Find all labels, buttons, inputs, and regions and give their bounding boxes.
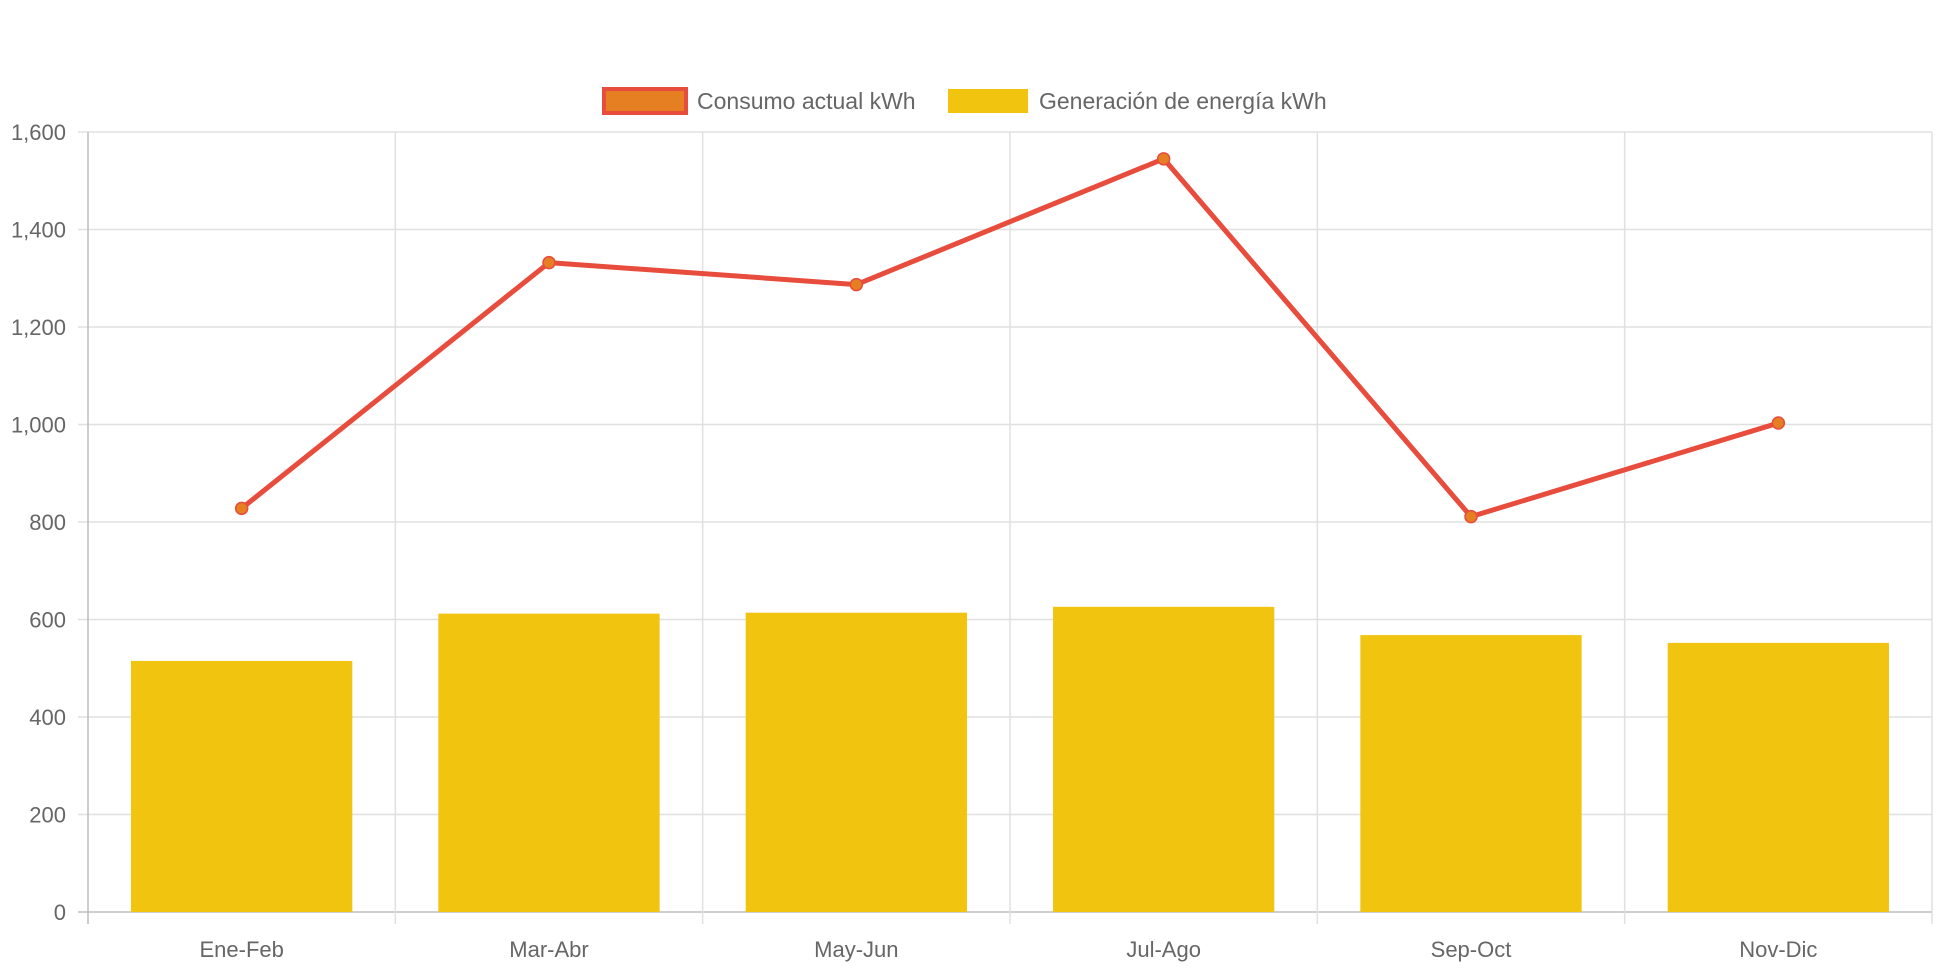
legend-label-generacion: Generación de energía kWh [1039,88,1327,114]
legend: Consumo actual kWh Generación de energía … [602,87,1327,115]
y-tick-label: 1,600 [11,120,66,145]
line-point-sep-oct[interactable] [1464,509,1478,524]
y-tick-label: 1,000 [11,413,66,438]
y-tick-label: 1,400 [11,218,66,243]
line-series [234,152,1786,524]
bar-ene-feb[interactable] [131,660,353,912]
x-tick-label: Mar-Abr [509,937,588,962]
line-point-nov-dic[interactable] [1771,416,1786,430]
bar-nov-dic[interactable] [1667,642,1889,912]
chart-grid [78,131,1933,924]
y-axis: 0 200 400 600 800 1,000 1,200 1,400 1,600 [11,120,66,925]
x-tick-label: Sep-Oct [1431,937,1512,962]
bar-may-jun[interactable] [745,612,967,912]
line-point-ene-feb[interactable] [234,501,249,516]
legend-swatch-consumo [602,87,688,115]
x-tick-label: Ene-Feb [199,937,283,962]
x-tick-label: May-Jun [814,937,898,962]
x-axis: Ene-Feb Mar-Abr May-Jun Jul-Ago Sep-Oct Nov-D… [199,937,1817,962]
y-tick-label: 0 [54,900,66,925]
bar-series [131,606,1889,912]
y-tick-label: 200 [29,803,66,828]
y-tick-label: 600 [29,608,66,633]
consumption-line [240,156,1780,520]
line-point-may-jun[interactable] [849,277,864,292]
legend-item-consumo[interactable]: Consumo actual kWh [602,87,916,115]
bar-jul-ago[interactable] [1053,606,1275,912]
bar-sep-oct[interactable] [1360,635,1582,912]
y-tick-label: 400 [29,705,66,730]
line-point-mar-abr[interactable] [542,255,556,270]
legend-swatch-generacion [948,89,1028,113]
legend-item-generacion[interactable]: Generación de energía kWh [948,88,1327,114]
x-tick-label: Nov-Dic [1739,937,1817,962]
x-tick-label: Jul-Ago [1126,937,1201,962]
y-tick-label: 800 [29,510,66,535]
bar-mar-abr[interactable] [438,613,660,912]
y-tick-label: 1,200 [11,315,66,340]
legend-label-consumo: Consumo actual kWh [697,88,916,114]
line-point-jul-ago[interactable] [1156,152,1171,166]
